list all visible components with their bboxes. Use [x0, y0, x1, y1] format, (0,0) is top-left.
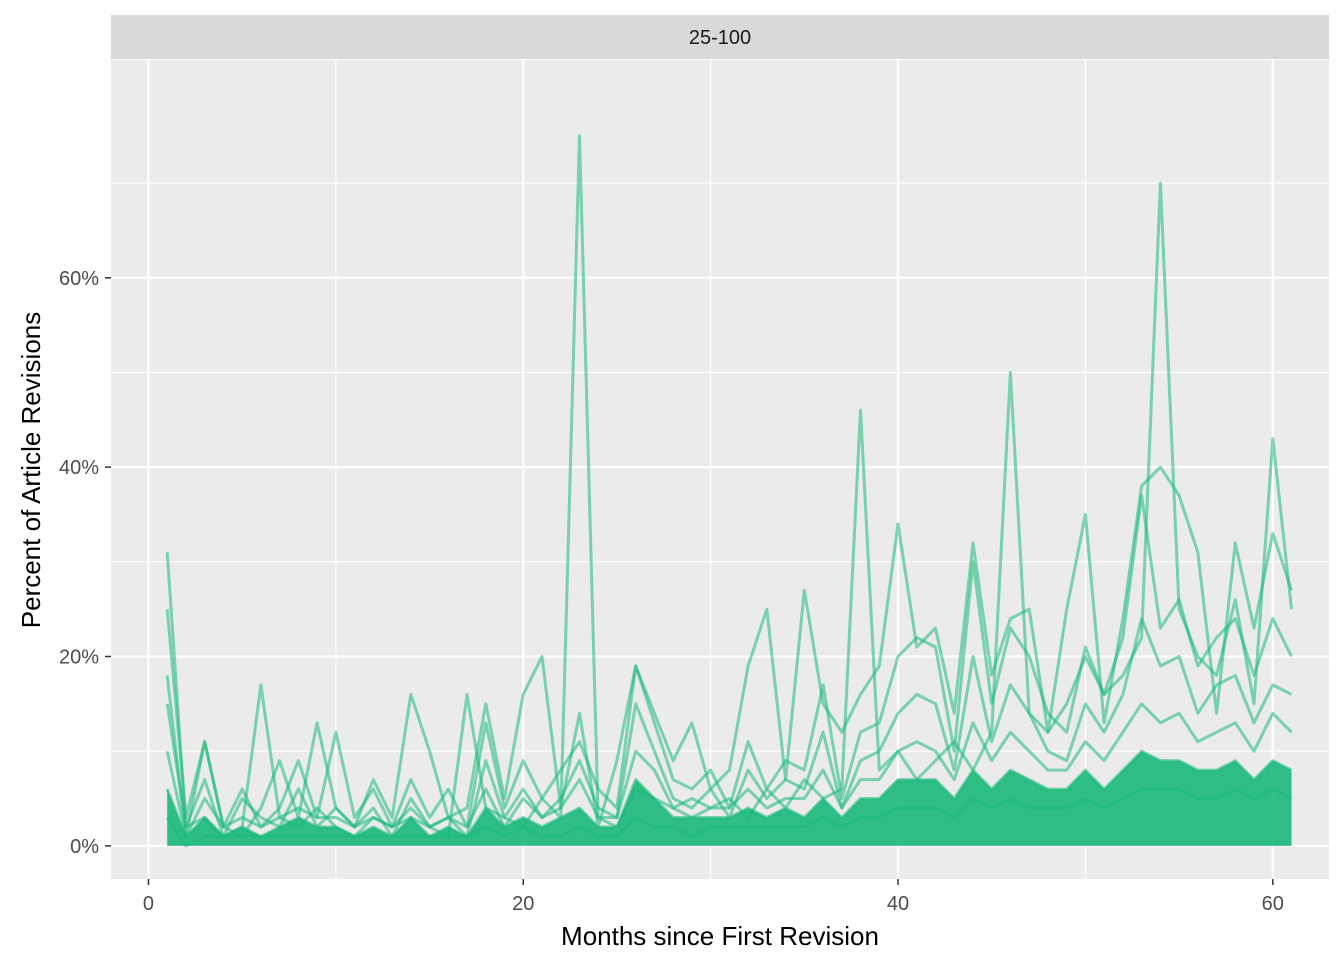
x-axis: 0 20 40 60	[143, 879, 1284, 915]
y-tick-label: 60%	[59, 268, 99, 290]
dense-band	[167, 751, 1292, 846]
y-tick-label: 40%	[59, 457, 99, 479]
y-axis-title: Percent of Article Revisions	[16, 312, 46, 628]
series-line-5	[165, 702, 1293, 838]
x-axis-title: Months since First Revision	[561, 921, 879, 951]
facet-strip	[111, 15, 1329, 59]
facet-strip-label: 25-100	[689, 27, 751, 49]
dense-series-band	[167, 751, 1292, 846]
y-axis: 0% 20% 40% 60%	[59, 268, 111, 858]
y-tick-label: 20%	[59, 646, 99, 668]
x-tick-label: 60	[1262, 893, 1284, 915]
y-tick-label: 0%	[70, 836, 99, 858]
x-tick-label: 0	[143, 893, 154, 915]
minor-gridlines	[111, 60, 1329, 879]
x-tick-label: 20	[512, 893, 534, 915]
x-tick-label: 40	[887, 893, 909, 915]
